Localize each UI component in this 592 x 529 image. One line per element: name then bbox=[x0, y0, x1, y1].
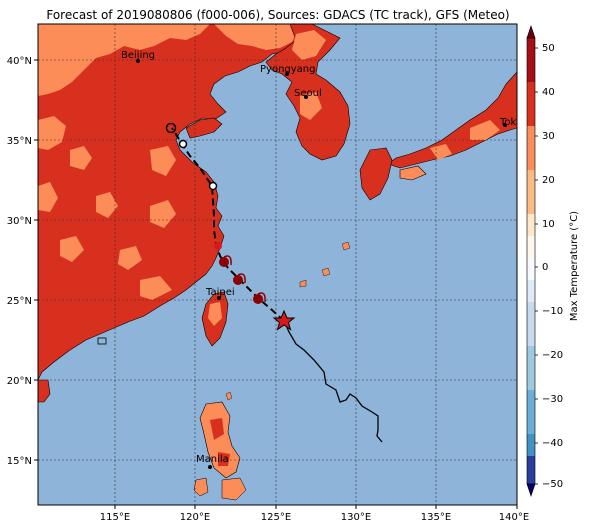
japan-shikoku bbox=[399, 165, 427, 181]
colorbar-tick-label: −30 bbox=[542, 394, 563, 405]
china-warm-patch-west bbox=[38, 116, 142, 270]
city-tokyo: Tokyo bbox=[499, 117, 528, 128]
city-label: Manila bbox=[196, 454, 229, 465]
luzon bbox=[199, 401, 241, 479]
city-label: Taipei bbox=[205, 287, 235, 298]
colorbar-tick-label: 40 bbox=[542, 87, 555, 98]
mindoro bbox=[193, 477, 209, 497]
lat-tick-label: 35°N bbox=[7, 136, 32, 147]
colorbar-extend-bottom bbox=[526, 483, 536, 497]
lat-tick-label: 30°N bbox=[7, 216, 32, 227]
storm-symbol bbox=[233, 275, 243, 285]
china-warm-patch-north bbox=[38, 24, 210, 96]
city-dot bbox=[136, 59, 140, 63]
city-dot bbox=[217, 296, 221, 300]
taiwan-warm-patch bbox=[208, 302, 222, 326]
luzon-hot-patch bbox=[210, 418, 230, 466]
city-beijing: Beijing bbox=[121, 50, 155, 63]
tc-observed-track bbox=[283, 320, 383, 443]
lat-tick-label: 20°N bbox=[7, 376, 32, 387]
storm-symbol bbox=[219, 257, 229, 267]
ryukyu-islands bbox=[299, 241, 351, 288]
city-seoul: Seoul bbox=[294, 88, 322, 99]
colorbar-tick-label: 50 bbox=[542, 43, 555, 54]
lon-tick-label: 140°E bbox=[499, 512, 529, 523]
lat-tick-label: 25°N bbox=[7, 296, 32, 307]
track-marker bbox=[208, 181, 218, 191]
colorbar-tick-label: 10 bbox=[542, 219, 555, 230]
colorbar-tick-label: 30 bbox=[542, 131, 555, 142]
storm-symbol-arm bbox=[257, 292, 266, 303]
colorbar-tick-label: −50 bbox=[542, 479, 563, 490]
korean-peninsula bbox=[265, 24, 351, 161]
storm-symbol-arm bbox=[237, 273, 246, 284]
tc-storm-symbols bbox=[214, 242, 266, 304]
colorbar-tick-label: 0 bbox=[542, 262, 548, 273]
region-marker-box bbox=[97, 337, 107, 345]
korea-warm-patch bbox=[292, 30, 326, 120]
japan-warm-patch bbox=[430, 120, 500, 160]
track-marker bbox=[165, 122, 177, 134]
lon-tick-label: 115°E bbox=[100, 512, 130, 523]
city-dot bbox=[304, 95, 308, 99]
lon-tick-label: 120°E bbox=[180, 512, 210, 523]
tc-forecast-track bbox=[171, 127, 285, 322]
colorbar-tick-label: 20 bbox=[542, 175, 555, 186]
city-dot bbox=[285, 72, 289, 76]
map-title: Forecast of 2019080806 (f000-006), Sourc… bbox=[46, 8, 509, 22]
colorbar-extend-top bbox=[526, 25, 536, 39]
lat-tick-label: 15°N bbox=[7, 456, 32, 467]
city-dot bbox=[503, 123, 507, 127]
city-label: Pyongyang bbox=[260, 64, 315, 75]
city-manila: Manila bbox=[196, 454, 229, 469]
lat-tick-labels: 40°N 35°N 30°N 25°N 20°N 15°N bbox=[7, 56, 32, 467]
map-frame bbox=[37, 23, 518, 506]
city-label: Tokyo bbox=[499, 117, 528, 128]
city-dot bbox=[208, 465, 212, 469]
china-warm-patch-ne bbox=[214, 24, 296, 50]
city-label: Beijing bbox=[121, 50, 155, 61]
graticule bbox=[38, 24, 517, 505]
lon-tick-label: 130°E bbox=[341, 512, 371, 523]
japan-kyushu bbox=[359, 147, 393, 201]
track-marker bbox=[178, 139, 188, 149]
axis-ticks bbox=[34, 59, 518, 509]
china-warm-patch-coast bbox=[140, 146, 176, 300]
colorbar-tick-label: −10 bbox=[542, 306, 563, 317]
city-label: Seoul bbox=[294, 88, 322, 99]
colorbar-label: Max Temperature (°C) bbox=[569, 211, 580, 321]
colorbar-tick-label: −40 bbox=[542, 438, 563, 449]
colorbar: 50 40 30 20 10 0 −10 −20 −30 −40 −50 Max… bbox=[526, 25, 580, 497]
visayas bbox=[221, 477, 247, 501]
city-taipei: Taipei bbox=[205, 287, 235, 300]
lon-tick-labels: 115°E 120°E 125°E 130°E 135°E 140°E bbox=[100, 512, 529, 523]
tc-current-position-star bbox=[272, 309, 296, 331]
storm-symbol-arm bbox=[223, 255, 232, 266]
lat-tick-label: 40°N bbox=[7, 56, 32, 67]
storm-symbol bbox=[253, 294, 263, 304]
city-pyongyang: Pyongyang bbox=[260, 64, 315, 76]
lon-tick-label: 135°E bbox=[421, 512, 451, 523]
lon-tick-label: 125°E bbox=[261, 512, 291, 523]
map-panel: Beijing Pyongyang Seoul Tokyo Taipei Man… bbox=[38, 24, 528, 505]
batanes bbox=[225, 391, 233, 401]
storm-symbol bbox=[214, 242, 222, 250]
colorbar-tick-label: −20 bbox=[542, 350, 563, 361]
